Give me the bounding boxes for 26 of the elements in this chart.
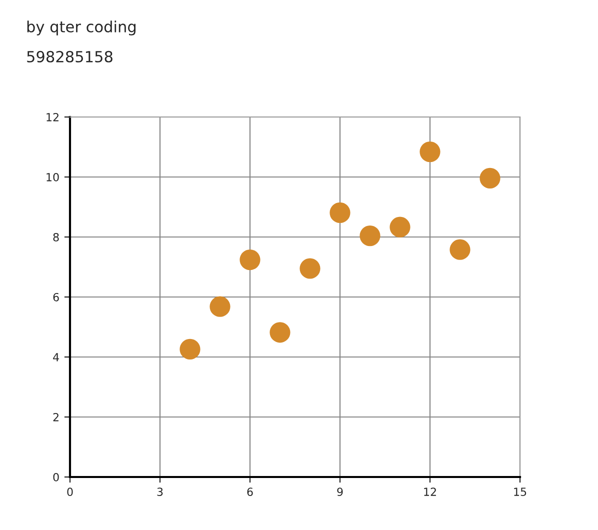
point — [480, 168, 500, 188]
x-tick-label: 15 — [514, 488, 526, 496]
point — [450, 239, 470, 260]
point — [270, 322, 290, 343]
point — [180, 338, 200, 360]
x-tick-label: 9 — [337, 488, 343, 496]
point — [300, 258, 320, 279]
y-tick-label: 8 — [53, 232, 59, 242]
y-tick-label: 4 — [53, 353, 59, 362]
point — [240, 250, 260, 270]
y-tick-label: 6 — [53, 292, 59, 302]
text: by qter coding — [27, 20, 136, 36]
y-tick-label: 12 — [46, 112, 58, 122]
point — [390, 216, 410, 238]
point — [210, 296, 230, 317]
point — [360, 226, 380, 246]
x-tick-label: 0 — [67, 488, 73, 496]
y-tick-label: 10 — [46, 172, 59, 182]
text: 598285158 — [27, 50, 112, 62]
x-tick-label: 12 — [424, 488, 436, 496]
y-tick-label: 2 — [53, 412, 58, 422]
x-tick-label: 3 — [157, 488, 163, 496]
y-tick-label: 0 — [53, 472, 59, 482]
point — [330, 202, 350, 223]
point — [420, 142, 440, 162]
x-tick-label: 6 — [247, 488, 253, 496]
